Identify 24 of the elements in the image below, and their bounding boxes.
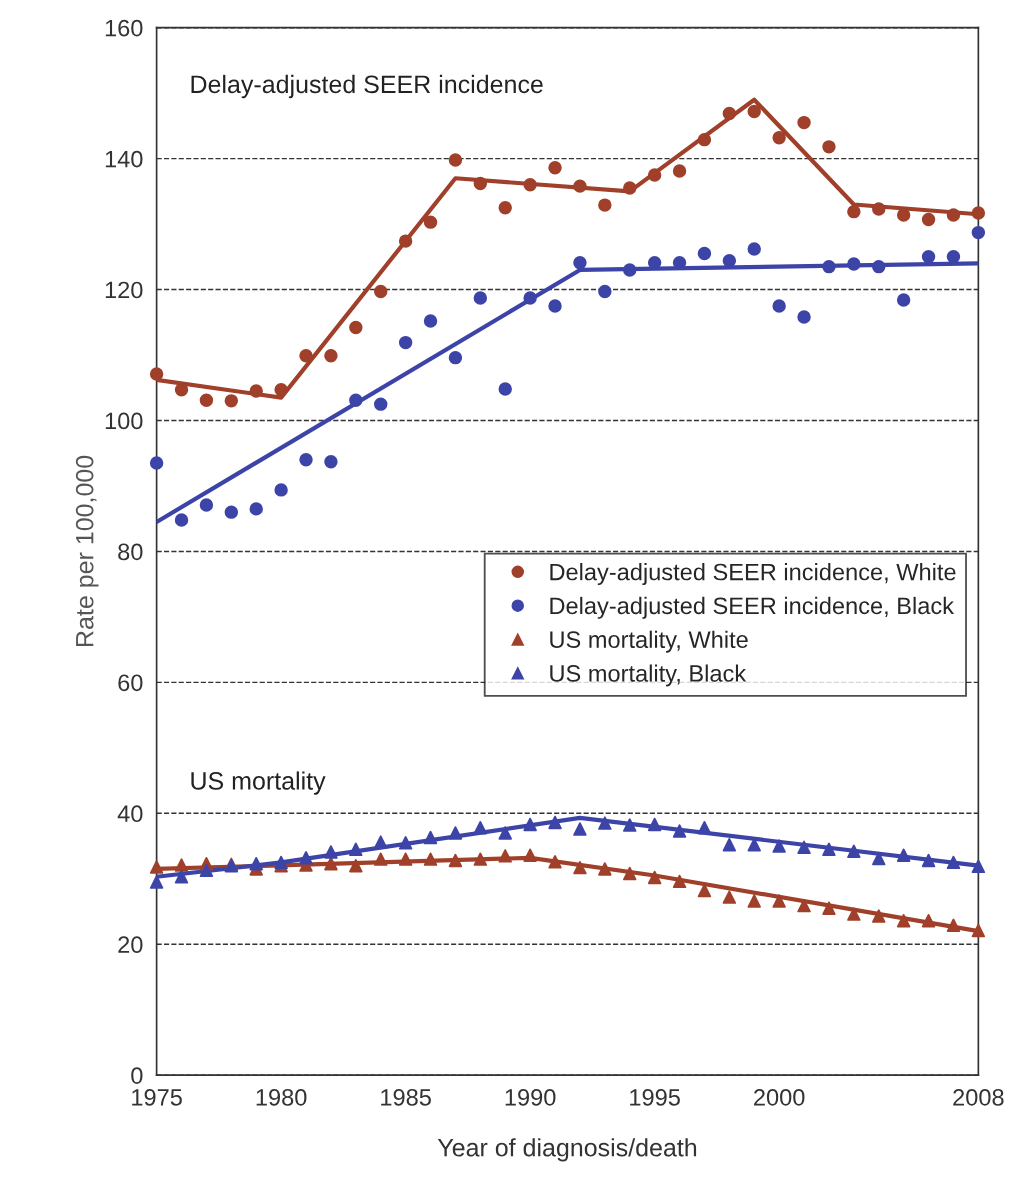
x-tick-label: 2008 xyxy=(953,1088,1004,1106)
y-tick-label: 40 xyxy=(117,805,143,823)
legend-label: Delay-adjusted SEER incidence, Black xyxy=(550,596,955,619)
y-tick-label: 160 xyxy=(105,19,143,37)
legend-label: US mortality, White xyxy=(550,630,748,653)
x-tick-label: 2000 xyxy=(754,1088,805,1106)
x-tick-label: 1985 xyxy=(381,1088,431,1106)
y-tick-label: 60 xyxy=(118,674,143,692)
x-tick-label: 1995 xyxy=(630,1088,680,1106)
legend-label: US mortality, Black xyxy=(550,664,747,687)
x-axis-title: Year of diagnosis/death xyxy=(437,1138,697,1162)
legend-label: Delay-adjusted SEER incidence, White xyxy=(550,563,956,586)
y-tick-label: 120 xyxy=(105,281,143,299)
x-tick-label: 1990 xyxy=(505,1088,556,1106)
annotation: US mortality xyxy=(191,771,326,795)
x-tick-label: 1980 xyxy=(256,1088,307,1106)
y-tick-label: 80 xyxy=(118,543,143,561)
y-tick-label: 100 xyxy=(105,412,143,430)
y-axis-title: Rate per 100,000 xyxy=(75,455,99,646)
y-tick-label: 20 xyxy=(118,936,143,954)
x-tick-label: 1975 xyxy=(132,1088,182,1106)
y-tick-label: 140 xyxy=(105,150,143,168)
annotation: Delay-adjusted SEER incidence xyxy=(191,74,543,99)
y-tick-label: 0 xyxy=(131,1067,143,1084)
